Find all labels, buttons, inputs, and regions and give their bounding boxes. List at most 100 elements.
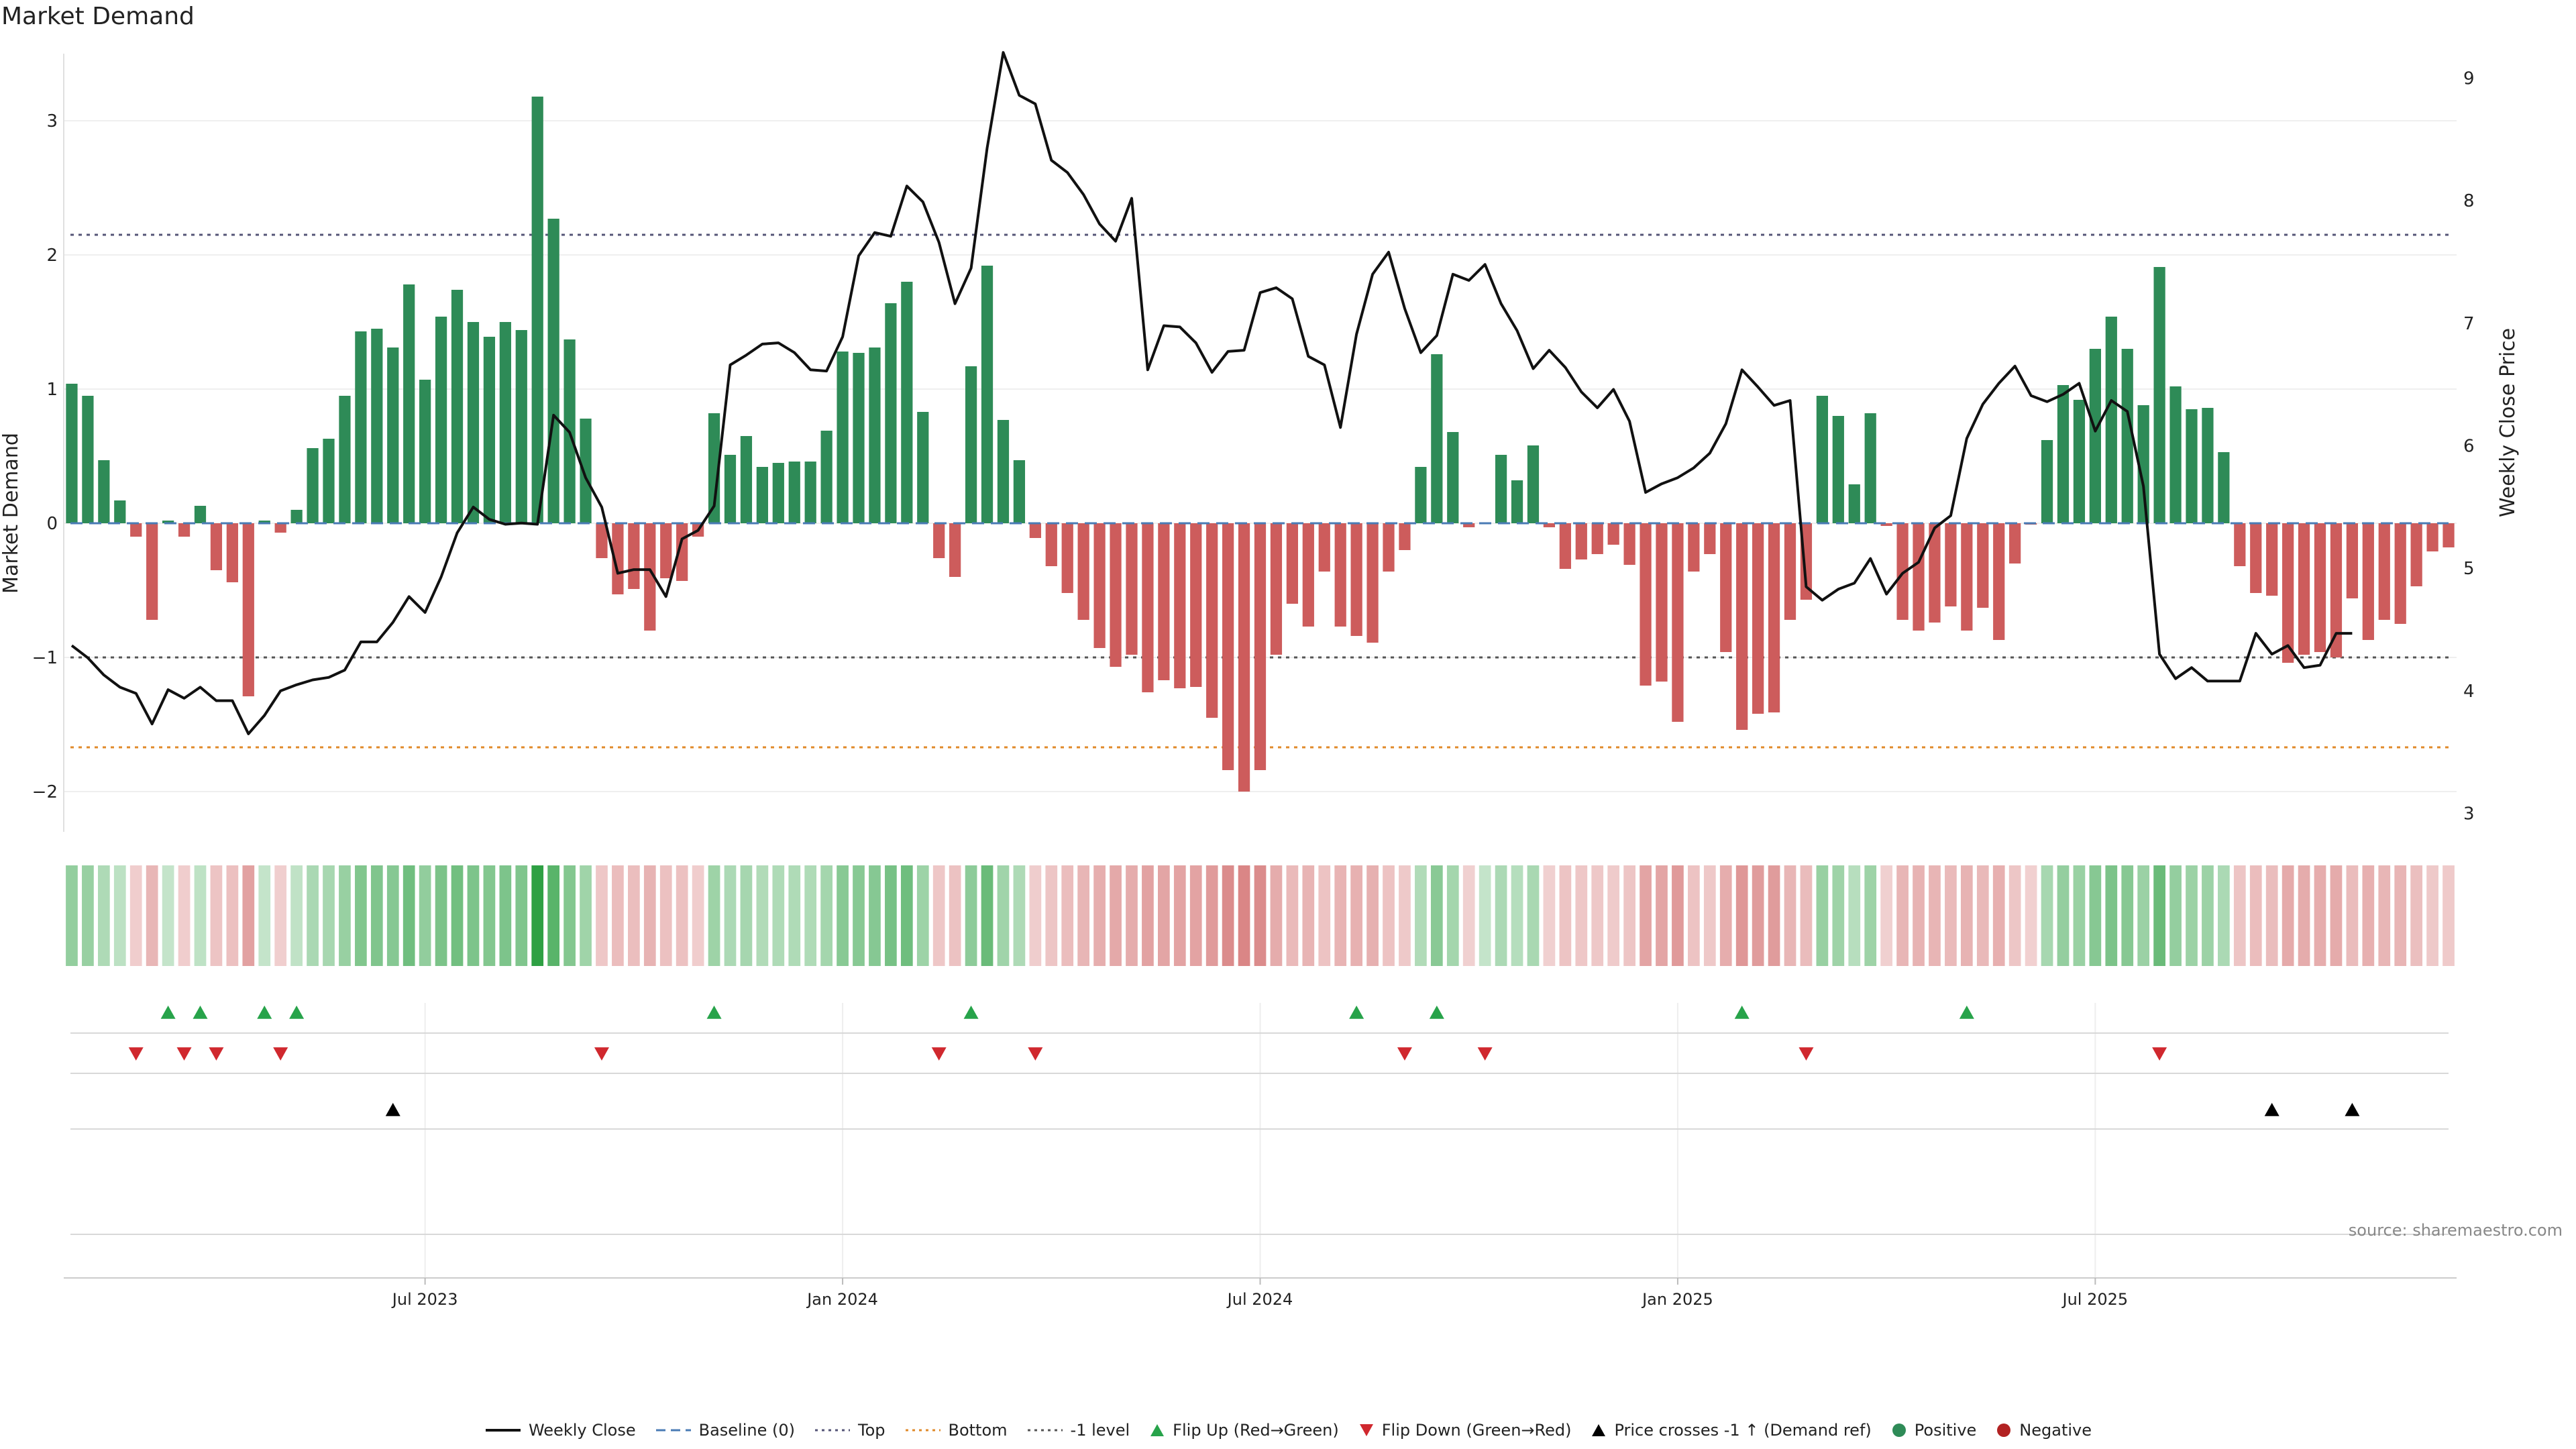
demand-bar — [242, 523, 254, 696]
demand-bar — [114, 500, 126, 523]
demand-bar — [1527, 445, 1540, 523]
legend-label: Flip Up (Red→Green) — [1173, 1421, 1339, 1440]
heat-cell — [435, 865, 447, 966]
heat-cell — [1158, 865, 1170, 966]
heat-cell — [386, 865, 399, 966]
legend-swatch-icon — [655, 1429, 691, 1432]
heat-cell — [370, 865, 383, 966]
demand-bar — [772, 463, 784, 523]
heat-cell — [242, 865, 255, 966]
heat-cell — [932, 865, 945, 966]
demand-bar — [1993, 523, 2005, 640]
demand-bar — [2202, 408, 2214, 523]
legend-item: Flip Down (Green→Red) — [1358, 1421, 1571, 1440]
heat-cell — [1976, 865, 1989, 966]
demand-bar — [1816, 396, 1829, 523]
heat-cell — [2330, 865, 2343, 966]
heat-cell — [1061, 865, 1074, 966]
y2-axis-label: Weekly Close Price — [2496, 328, 2520, 517]
heat-cell — [1945, 865, 1957, 966]
heat-cell — [1543, 865, 1556, 966]
heat-cell — [740, 865, 753, 966]
demand-bar — [2218, 452, 2230, 523]
heat-cell — [1446, 865, 1459, 966]
demand-bar — [2105, 317, 2117, 523]
x-tick-label: Jul 2024 — [1226, 1290, 1293, 1309]
heat-cell — [2008, 865, 2021, 966]
demand-bar — [2250, 523, 2262, 593]
heat-cell — [676, 865, 688, 966]
heat-cell — [1623, 865, 1635, 966]
heat-cell — [580, 865, 592, 966]
demand-bar — [981, 266, 994, 523]
heat-cell — [1415, 865, 1427, 966]
heat-cell — [2362, 865, 2375, 966]
demand-bar — [1399, 523, 1411, 550]
demand-bar — [1640, 523, 1652, 686]
heat-cell — [756, 865, 769, 966]
demand-bar — [1045, 523, 1057, 566]
heat-cell — [129, 865, 142, 966]
demand-bar — [1704, 523, 1716, 554]
heat-cell — [2282, 865, 2294, 966]
heat-cell — [1350, 865, 1362, 966]
demand-bar — [1913, 523, 1925, 631]
heat-cell — [1607, 865, 1620, 966]
demand-bar — [1366, 523, 1379, 643]
demand-bar — [2282, 523, 2294, 663]
heat-cell — [612, 865, 624, 966]
heat-cell — [1366, 865, 1379, 966]
flip-up-marker — [1349, 1006, 1364, 1019]
legend-swatch-icon — [1592, 1424, 1606, 1436]
heat-cell — [258, 865, 271, 966]
price-cross-marker — [2264, 1103, 2279, 1116]
heat-cell — [66, 865, 78, 966]
legend-label: Top — [858, 1421, 885, 1440]
heat-cell — [659, 865, 672, 966]
demand-bar — [2073, 400, 2086, 523]
heat-cell — [113, 865, 126, 966]
demand-bar — [853, 353, 865, 523]
demand-bar — [483, 337, 496, 523]
heat-cell — [1960, 865, 1973, 966]
demand-bar — [499, 322, 511, 523]
heat-cell — [451, 865, 464, 966]
heat-cell — [2443, 865, 2455, 966]
demand-bar — [355, 331, 367, 523]
legend-label: Bottom — [948, 1421, 1008, 1440]
heat-cell — [1126, 865, 1138, 966]
flip-up-marker — [1429, 1006, 1444, 1019]
demand-bar — [130, 523, 142, 537]
demand-bar — [66, 384, 78, 523]
heat-cell — [853, 865, 865, 966]
flip-down-marker — [1799, 1047, 1814, 1061]
demand-bar — [1977, 523, 1989, 608]
heat-cell — [2169, 865, 2182, 966]
heat-cell — [643, 865, 656, 966]
price-cross-marker — [2345, 1103, 2360, 1116]
y-tick-label: 0 — [46, 514, 58, 534]
heat-cell — [2089, 865, 2102, 966]
heat-cell — [1896, 865, 1909, 966]
heat-cell — [1784, 865, 1796, 966]
heat-cell — [499, 865, 512, 966]
demand-bar — [1350, 523, 1362, 636]
flip-down-marker — [176, 1047, 192, 1061]
demand-bar — [885, 303, 897, 523]
demand-bar — [1334, 523, 1346, 627]
heat-cell — [1575, 865, 1588, 966]
y2-tick-label: 8 — [2463, 191, 2475, 211]
legend-label: Positive — [1914, 1421, 1977, 1440]
heat-cell — [1399, 865, 1411, 966]
heat-cell — [1864, 865, 1877, 966]
heat-cell — [1334, 865, 1347, 966]
legend-label: Price crosses -1 ↑ (Demand ref) — [1614, 1421, 1872, 1440]
heat-cell — [820, 865, 833, 966]
heat-cell — [194, 865, 207, 966]
heat-cell — [2121, 865, 2134, 966]
x-tick-label: Jan 2025 — [1641, 1290, 1713, 1309]
legend-swatch-icon — [1359, 1424, 1373, 1436]
heat-cell — [146, 865, 158, 966]
demand-bar — [1945, 523, 1957, 606]
demand-bar — [403, 284, 415, 523]
